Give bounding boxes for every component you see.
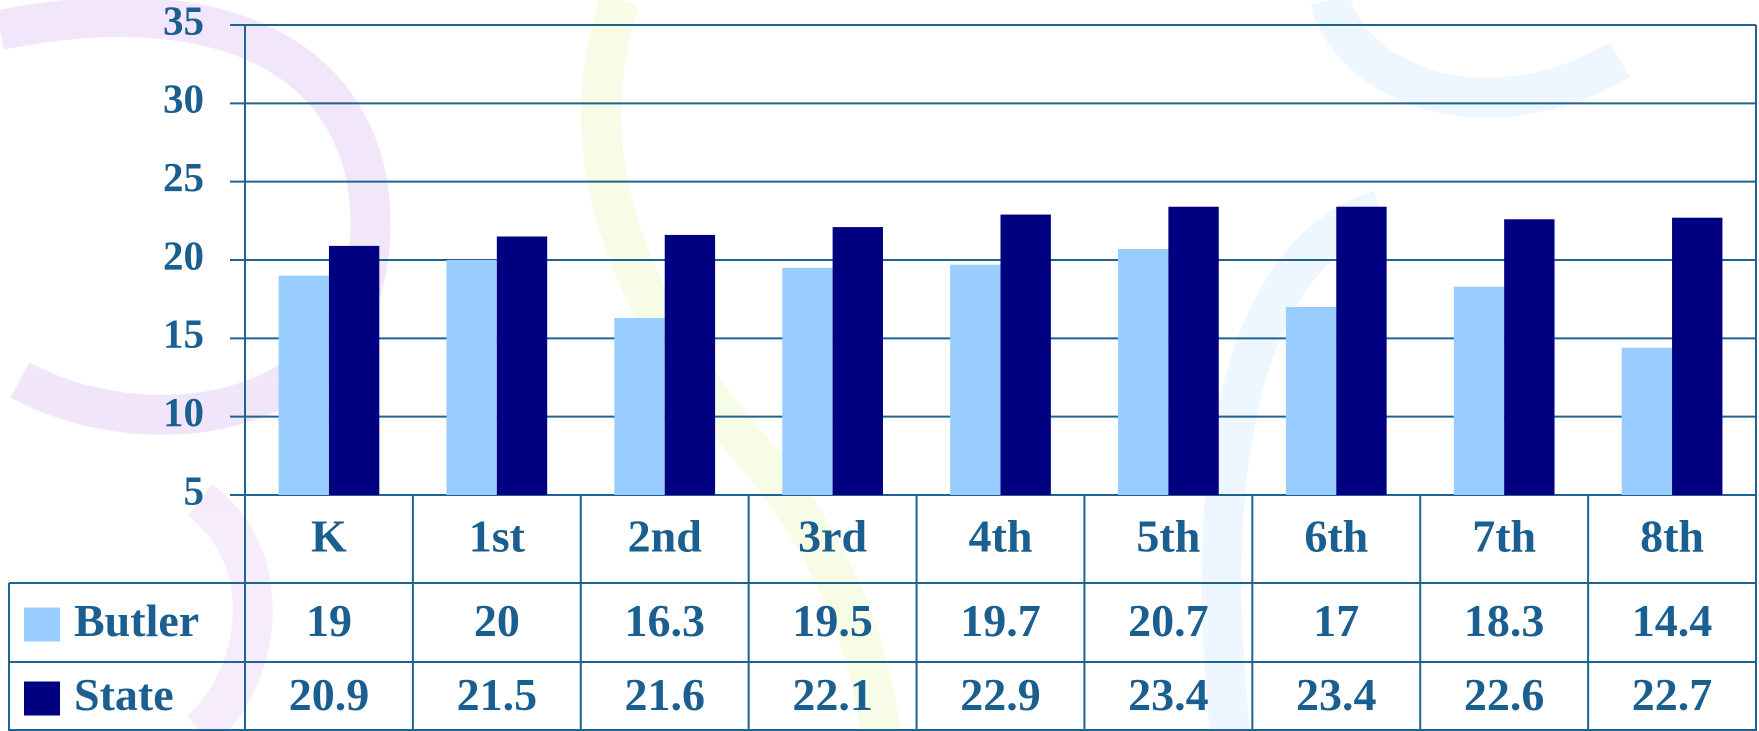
x-tick-label: 1st [469, 511, 526, 562]
x-tick-label: 4th [969, 511, 1033, 562]
table-value: 19.5 [792, 595, 873, 646]
table-value: 17 [1313, 595, 1359, 646]
table-value: 21.6 [624, 669, 705, 720]
legend-swatch [24, 681, 60, 716]
legend-label: Butler [74, 595, 199, 646]
table-value: 16.3 [624, 595, 705, 646]
x-tick-label: 7th [1472, 511, 1536, 562]
table-value: 20 [474, 595, 520, 646]
bar [278, 275, 329, 495]
bar [496, 236, 548, 495]
bar [782, 267, 833, 495]
bar [1000, 214, 1051, 496]
y-tick-label: 25 [163, 154, 204, 200]
bar [664, 234, 716, 495]
y-tick-label: 20 [163, 232, 204, 278]
bar [1118, 249, 1169, 495]
table-value: 23.4 [1296, 669, 1377, 720]
x-tick-label: 3rd [798, 511, 867, 562]
bar [1285, 307, 1337, 495]
y-tick-label: 15 [163, 311, 204, 357]
x-tick-label: 6th [1304, 511, 1368, 562]
bar [1504, 219, 1555, 495]
bar [1168, 206, 1219, 495]
table-value: 20.9 [289, 669, 370, 720]
legend-swatch [24, 607, 60, 642]
background-decoration [0, 0, 1630, 731]
table-value: 23.4 [1128, 669, 1209, 720]
table-value: 22.6 [1464, 669, 1545, 720]
table-value: 19 [306, 595, 352, 646]
bar [446, 260, 497, 495]
x-tick-label: 2nd [628, 511, 703, 562]
table-value: 20.7 [1128, 595, 1209, 646]
x-tick-label: 8th [1640, 511, 1704, 562]
bar [1621, 347, 1673, 495]
y-tick-label: 10 [163, 389, 204, 435]
bar [832, 227, 883, 495]
table-value: 22.7 [1632, 669, 1713, 720]
table-value: 19.7 [960, 595, 1041, 646]
y-tick-label: 30 [163, 76, 204, 122]
bar [1336, 206, 1387, 495]
bar [950, 264, 1001, 495]
x-tick-label: K [311, 511, 347, 562]
legend-label: State [74, 669, 174, 720]
table-value: 21.5 [457, 669, 538, 720]
bar [1672, 217, 1723, 495]
bar [1453, 286, 1505, 495]
x-tick-label: 5th [1136, 511, 1200, 562]
y-tick-label: 5 [184, 467, 205, 513]
table-value: 14.4 [1632, 595, 1713, 646]
bar [328, 245, 380, 495]
table-value: 22.1 [792, 669, 873, 720]
table-value: 22.9 [960, 669, 1041, 720]
bar [614, 317, 665, 495]
y-tick-label: 35 [163, 0, 204, 43]
table-value: 18.3 [1464, 595, 1545, 646]
